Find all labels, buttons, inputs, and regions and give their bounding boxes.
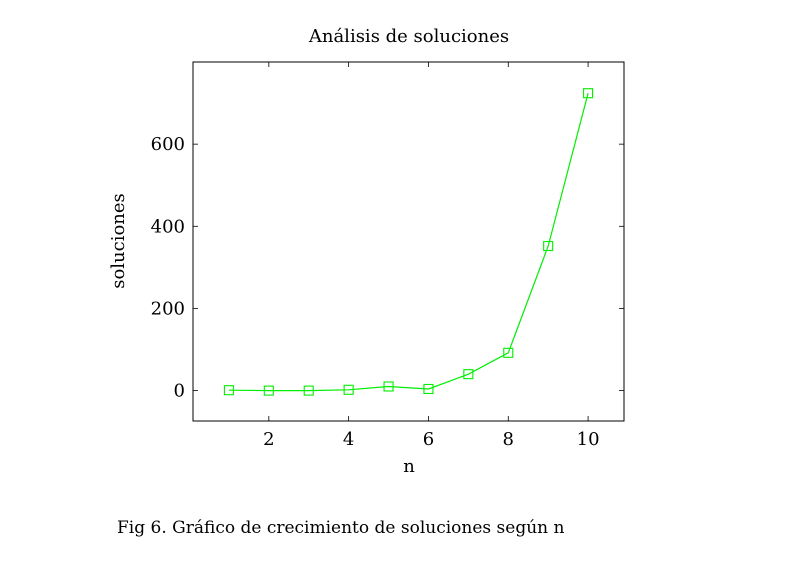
series-line: [228, 93, 589, 392]
data-point-marker: [263, 385, 274, 396]
data-point-marker: [223, 385, 234, 396]
series-markers: [223, 88, 594, 396]
data-point-marker: [503, 347, 514, 358]
y-tick-label: 0: [174, 381, 185, 402]
chart-title: Análisis de soluciones: [308, 26, 509, 47]
data-point-marker: [383, 381, 394, 392]
x-tick-label: 6: [423, 429, 434, 450]
data-point-marker: [343, 384, 354, 395]
x-tick-label: 2: [263, 429, 274, 450]
x-tick-label: 10: [577, 429, 600, 450]
data-point-marker: [463, 369, 474, 380]
y-axis-label: soluciones: [108, 193, 129, 289]
chart: Análisis de soluciones 2 4 6 8 100200400600 …: [108, 26, 625, 477]
data-point-marker: [303, 385, 314, 396]
y-tick-label: 400: [151, 216, 185, 237]
data-point-marker: [583, 88, 594, 99]
x-axis-label: n: [403, 456, 415, 477]
figure-caption: Fig 6. Gráfico de crecimiento de solucio…: [117, 518, 565, 538]
data-point-marker: [423, 383, 434, 395]
x-tick-label: 8: [503, 429, 514, 450]
axis-tick-labels: 2 4 6 8 10 0 200 400 600: [151, 134, 600, 450]
axis-ticks: [193, 62, 624, 421]
y-tick-label: 200: [151, 298, 185, 319]
plot-area-frame: [192, 61, 625, 422]
x-tick-label: 4: [343, 429, 354, 450]
y-tick-label: 600: [151, 134, 185, 155]
data-point-marker: [543, 240, 554, 252]
